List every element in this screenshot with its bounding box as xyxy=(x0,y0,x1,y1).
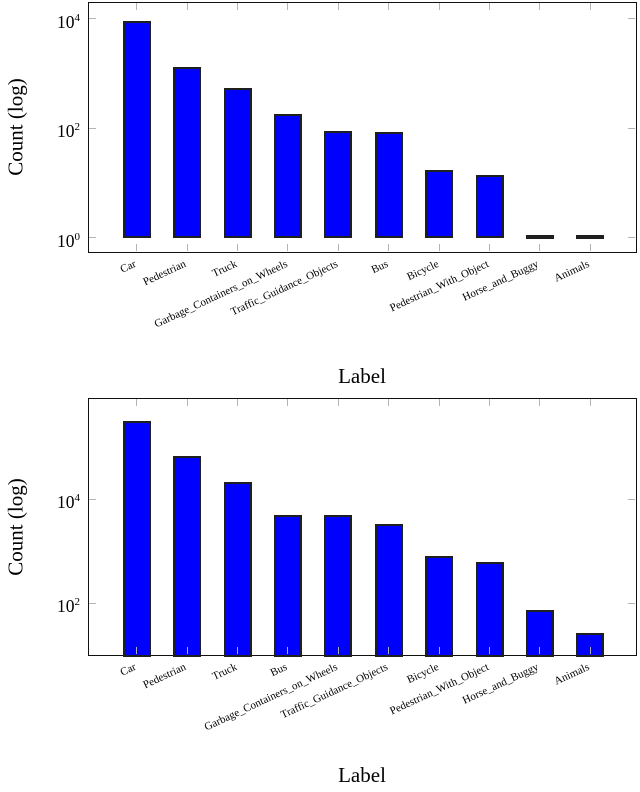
tick-mark xyxy=(539,399,541,406)
bar-bicycle xyxy=(425,170,454,238)
tick-mark xyxy=(287,399,289,406)
bar-truck xyxy=(223,481,252,657)
bar-pedestrian-with-object xyxy=(475,561,504,657)
tick-mark xyxy=(539,647,541,654)
tick-mark xyxy=(438,3,440,10)
tick-mark xyxy=(136,3,138,10)
bar-car xyxy=(122,421,151,657)
xtick-label-pedestrian: Pedestrian xyxy=(141,661,189,692)
bar-bus xyxy=(273,514,302,657)
tick-mark xyxy=(628,498,635,500)
tick-mark xyxy=(589,399,591,406)
tick-mark xyxy=(539,244,541,251)
xtick-label-truck: Truck xyxy=(210,661,239,683)
plot-area xyxy=(88,398,637,657)
tick-mark xyxy=(237,399,238,406)
tick-mark xyxy=(89,18,96,19)
tick-mark xyxy=(489,399,490,406)
tick-mark xyxy=(388,3,390,10)
tick-mark xyxy=(489,3,490,10)
bar-pedestrian-with-object xyxy=(475,175,504,238)
tick-mark xyxy=(589,647,591,654)
tick-mark xyxy=(438,647,440,654)
tick-mark xyxy=(589,244,591,251)
ytick-label-1e0: 100 xyxy=(57,230,80,251)
xtick-label-car: Car xyxy=(118,661,138,679)
tick-mark xyxy=(628,602,635,604)
tick-mark xyxy=(337,647,339,654)
tick-mark xyxy=(89,602,96,604)
tick-mark xyxy=(539,3,541,10)
tick-mark xyxy=(186,647,188,654)
tick-mark xyxy=(337,3,339,10)
xtick-label-bus: Bus xyxy=(268,661,289,680)
tick-mark xyxy=(628,127,635,129)
bar-garbage-containers-on-wheels xyxy=(273,113,302,238)
bar-bus xyxy=(374,132,403,238)
tick-mark xyxy=(89,127,96,129)
ytick-label-1e2: 102 xyxy=(57,120,80,141)
tick-mark xyxy=(237,647,238,654)
bar-truck xyxy=(223,88,252,238)
tick-mark xyxy=(89,237,96,238)
ytick-label-1e2: 102 xyxy=(57,595,80,616)
tick-mark xyxy=(628,18,635,19)
bar-bicycle xyxy=(425,556,454,657)
x-axis-title: Label xyxy=(338,364,386,388)
tick-mark xyxy=(388,244,390,251)
tick-mark xyxy=(136,647,138,654)
tick-mark xyxy=(237,3,238,10)
bar-garbage-containers-on-wheels xyxy=(324,515,353,657)
tick-mark xyxy=(628,237,635,238)
tick-mark xyxy=(388,647,390,654)
tick-mark xyxy=(388,399,390,406)
tick-mark xyxy=(186,399,188,406)
bar-traffic-guidance-objects xyxy=(324,130,353,238)
tick-mark xyxy=(186,244,188,251)
xtick-label-bicycle: Bicycle xyxy=(404,661,441,687)
tick-mark xyxy=(186,3,188,10)
tick-mark xyxy=(89,498,96,500)
tick-mark xyxy=(438,244,440,251)
tick-mark xyxy=(337,244,339,251)
ytick-label-1e4: 104 xyxy=(57,491,80,512)
plot-area xyxy=(88,2,637,253)
bar-pedestrian xyxy=(173,455,202,657)
bar-car xyxy=(122,20,151,238)
tick-mark xyxy=(136,244,138,251)
x-axis-title: Label xyxy=(338,763,386,787)
bar-pedestrian xyxy=(173,67,202,238)
bar-animals xyxy=(576,235,605,239)
tick-mark xyxy=(438,399,440,406)
bar-horse-and-buggy xyxy=(525,235,554,239)
tick-mark xyxy=(489,244,490,251)
tick-mark xyxy=(287,244,289,251)
tick-mark xyxy=(287,3,289,10)
tick-mark xyxy=(337,399,339,406)
ytick-label-1e4: 104 xyxy=(57,11,80,32)
tick-mark xyxy=(237,244,238,251)
tick-mark xyxy=(287,647,289,654)
tick-mark xyxy=(136,399,138,406)
xtick-label-animals: Animals xyxy=(552,661,592,688)
tick-mark xyxy=(589,3,591,10)
tick-mark xyxy=(489,647,490,654)
bar-traffic-guidance-objects xyxy=(374,523,403,657)
